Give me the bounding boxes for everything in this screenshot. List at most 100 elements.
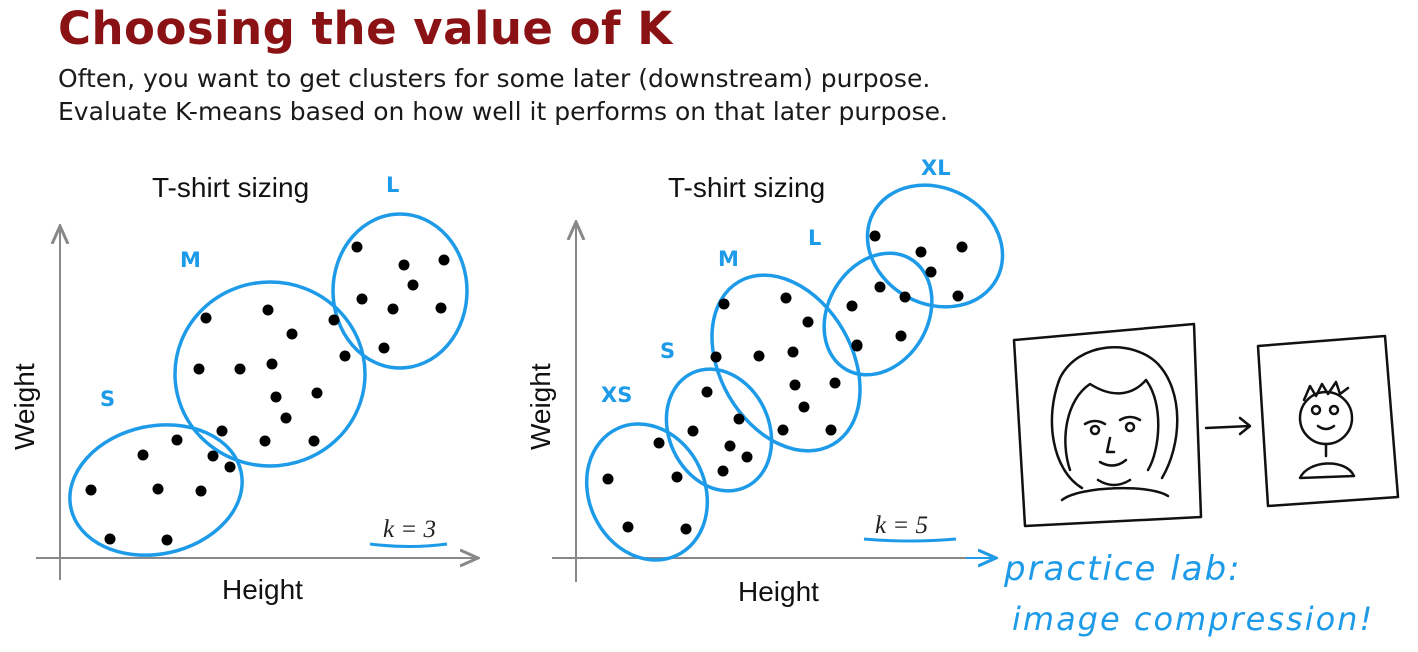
points-chart-1 [85,241,450,546]
k-annotation-1: k = 3 [383,516,436,543]
note-line-1: practice lab: [1003,549,1242,589]
data-point-m-6 [339,350,351,362]
data-point-m-1 [262,304,274,316]
data-point-l-3 [407,279,419,291]
data-point-s-6 [195,485,207,497]
cluster-ellipse-xl [865,183,1005,309]
data-point-s-4 [161,534,173,546]
data-point-l-1 [398,259,410,271]
data-point-m-5 [266,358,278,370]
data-point-m-11 [259,435,271,447]
data-point-s-7 [207,450,219,462]
data-point-m-8 [311,387,323,399]
cluster-ellipse-s [68,423,244,557]
data-point-xl-1 [915,246,927,258]
k-underline-2 [863,537,957,543]
data-point-s-5 [171,434,183,446]
data-point-l-4 [851,339,863,351]
chart-k5: T-shirt sizing Height Weight XS S M L XL… [525,156,1005,607]
data-point-m-7 [270,391,282,403]
data-point-xl-0 [869,230,881,242]
y-label-1: Weight [9,363,40,450]
note-line-2: image compression! [1012,600,1374,638]
slide-title: Choosing the value of K [58,2,673,55]
data-point-m-13 [328,314,340,326]
cluster-ellipse-l2 [822,251,934,377]
data-point-m-3 [193,363,205,375]
points-chart-2 [602,230,968,535]
data-point-s-2 [733,413,745,425]
data-point-m-4 [753,350,765,362]
data-point-s-1 [104,533,116,545]
chart-k3: T-shirt sizing Height Weight S M L k = 3 [9,172,476,605]
data-point-xs-0 [602,473,614,485]
cluster-label-s2: S [660,339,675,363]
data-point-s-8 [224,461,236,473]
k-underline-1 [369,542,448,548]
chart-title-1: T-shirt sizing [152,172,309,203]
data-point-xl-4 [952,290,964,302]
cluster-ellipse-m2 [710,273,862,453]
arrow-to-compressed [1204,416,1252,436]
data-point-xs-3 [671,471,683,483]
portrait-frame-original [1012,322,1203,528]
data-point-m-10 [216,425,228,437]
cluster-label-m: M [180,248,201,272]
portrait-face-detailed [1050,346,1179,502]
chart-title-2: T-shirt sizing [668,172,825,203]
data-point-m-0 [200,312,212,324]
data-point-m-6 [829,377,841,389]
x-label-1: Height [222,574,303,605]
cluster-ellipse-l [331,212,469,370]
k-annotation-2: k = 5 [875,512,928,539]
data-point-l-7 [378,342,390,354]
y-label-2: Weight [525,363,556,450]
cluster-ellipse-m [173,280,367,468]
data-point-l-6 [435,302,447,314]
cluster-label-m2: M [718,247,739,271]
data-point-xs-2 [653,437,665,449]
data-point-m-5 [787,346,799,358]
cluster-label-xl: XL [921,156,951,180]
x-label-2: Height [738,576,819,607]
cluster-label-s: S [100,387,115,411]
data-point-s-3 [152,483,164,495]
data-point-m-2 [286,328,298,340]
portrait-face-simple [1298,380,1356,480]
data-point-l-5 [387,303,399,315]
cluster-label-l: L [386,173,399,197]
data-point-l-2 [438,254,450,266]
data-point-m-9 [280,412,292,424]
data-point-m-10 [825,424,837,436]
data-point-l-2 [899,291,911,303]
data-point-s-0 [701,386,713,398]
data-point-m-12 [308,435,320,447]
cluster-label-l2: L [808,226,821,250]
image-compression-sketch [1012,322,1400,528]
data-point-l-4 [356,293,368,305]
cluster-ellipse-s2 [664,367,774,493]
data-point-m-2 [802,316,814,328]
data-point-s-5 [717,465,729,477]
data-point-m-1 [780,292,792,304]
data-point-m-4 [234,363,246,375]
data-point-l-3 [895,330,907,342]
subtitle-line-1: Often, you want to get clusters for some… [58,64,931,93]
cluster-label-xs: XS [601,383,632,407]
data-point-m-3 [710,351,722,363]
data-point-xl-2 [956,241,968,253]
data-point-s-0 [85,484,97,496]
data-point-m-7 [789,379,801,391]
data-point-s-3 [724,440,736,452]
data-point-xs-4 [680,523,692,535]
data-point-xs-1 [622,521,634,533]
data-point-l-0 [351,241,363,253]
cluster-ellipse-xs [584,422,710,562]
data-point-s-4 [741,451,753,463]
data-point-s-2 [137,449,149,461]
data-point-l-1 [874,281,886,293]
data-point-xl-3 [925,266,937,278]
subtitle-line-2: Evaluate K-means based on how well it pe… [58,97,948,126]
data-point-l-0 [846,300,858,312]
